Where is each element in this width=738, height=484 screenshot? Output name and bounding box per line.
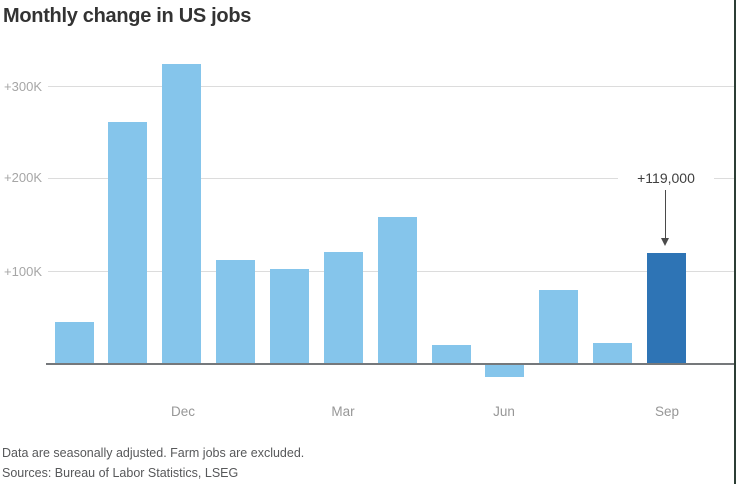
bar-oct bbox=[54, 322, 94, 363]
bar-jul bbox=[539, 289, 579, 363]
bar-jun bbox=[485, 365, 525, 378]
y-axis-tick-300k: +300K bbox=[4, 79, 42, 94]
bar-aug bbox=[593, 342, 633, 363]
x-axis-tick-jun: Jun bbox=[493, 404, 515, 419]
bar-jan bbox=[216, 260, 256, 363]
bar-mar bbox=[323, 252, 363, 363]
zero-baseline-axis bbox=[46, 363, 736, 365]
x-axis-tick-dec: Dec bbox=[170, 404, 195, 419]
screenshot-right-edge bbox=[734, 0, 736, 484]
chart-title: Monthly change in US jobs bbox=[3, 5, 252, 27]
footnote-data-note: Data are seasonally adjusted. Farm jobs … bbox=[2, 446, 305, 460]
bar-sep bbox=[646, 252, 686, 363]
gridline-200k bbox=[48, 178, 736, 179]
gridline-300k bbox=[48, 86, 736, 87]
y-axis-tick-100k: +100K bbox=[4, 264, 42, 279]
y-axis-tick-200k: +200K bbox=[4, 170, 42, 185]
annotation-arrow-line bbox=[665, 190, 666, 239]
bar-nov bbox=[108, 121, 148, 363]
bar-apr bbox=[377, 216, 417, 363]
footnote-sources: Sources: Bureau of Labor Statistics, LSE… bbox=[2, 466, 239, 480]
annotation-value-label: +119,000 bbox=[618, 170, 714, 186]
x-axis-tick-mar: Mar bbox=[331, 404, 355, 419]
x-axis-tick-sep: Sep bbox=[654, 404, 680, 419]
annotation-arrow-icon bbox=[661, 238, 669, 246]
bar-dec bbox=[162, 64, 202, 363]
bar-may bbox=[431, 345, 471, 363]
bar-feb bbox=[269, 268, 309, 363]
